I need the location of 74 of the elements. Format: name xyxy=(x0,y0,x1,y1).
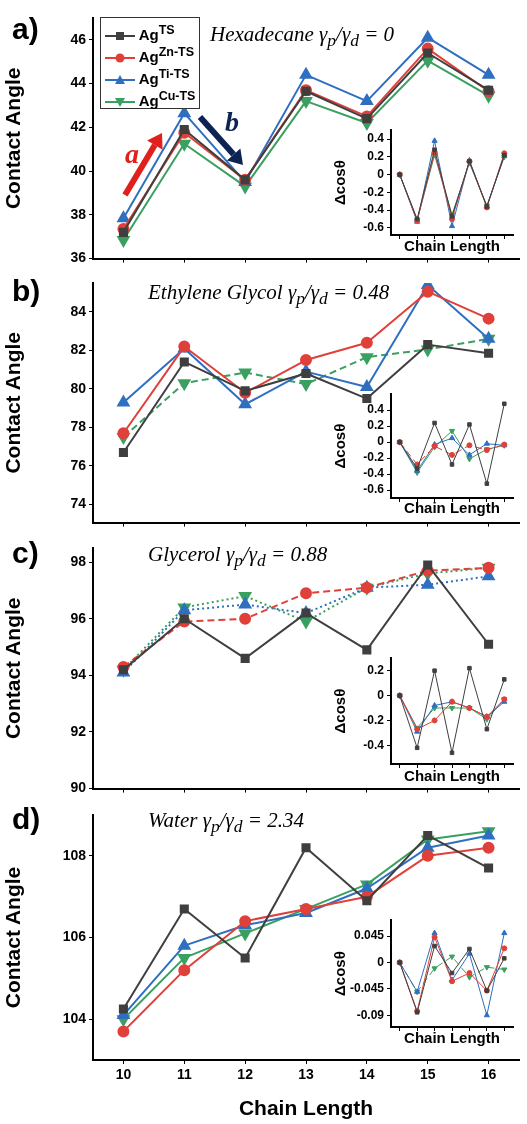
annotation: a xyxy=(125,138,139,169)
x-tick-label: 11 xyxy=(176,1066,192,1083)
y-tick-label: 82 xyxy=(70,341,87,358)
x-tick-label: 14 xyxy=(359,1066,375,1083)
y-tick-label: 84 xyxy=(70,302,87,319)
y-tick-label: 46 xyxy=(70,30,87,47)
chart-title: Hexadecane γ$_{p}$/γ$_{d}$ = 0 xyxy=(210,22,395,52)
y-tick-label: 40 xyxy=(70,161,87,178)
x-tick-label: 10 xyxy=(115,1066,132,1083)
y-tick-label: -0.6 xyxy=(363,220,385,235)
y-tick-label: -0.6 xyxy=(363,482,385,497)
legend-label: Ag$^{Ti-TS}$ xyxy=(138,67,190,87)
y-tick-label: -0.2 xyxy=(363,450,385,465)
y-tick-label: 76 xyxy=(70,456,87,473)
y-tick-label: 44 xyxy=(70,74,87,91)
y-tick-label: -0.09 xyxy=(356,1007,385,1022)
y-tick-label: -0.4 xyxy=(363,737,385,752)
y-tick-label: 92 xyxy=(70,722,87,739)
y-tick-label: 42 xyxy=(70,118,87,135)
y-tick-label: -0.2 xyxy=(363,184,385,199)
y-tick-label: 0 xyxy=(377,166,385,181)
y-tick-label: 38 xyxy=(70,205,87,222)
y-tick-label: -0.4 xyxy=(363,202,385,217)
y-tick-label: 80 xyxy=(70,379,87,396)
annotation: b xyxy=(225,106,239,137)
y-tick-label: 98 xyxy=(70,553,87,570)
y-axis-title: Δcosθ xyxy=(331,160,349,205)
text: a) xyxy=(12,12,39,45)
y-tick-label: -0.2 xyxy=(363,712,385,727)
text: d) xyxy=(12,802,41,835)
y-axis-title: Contact Angle xyxy=(1,597,25,740)
y-axis-title: Δcosθ xyxy=(331,688,349,734)
y-tick-label: -0.045 xyxy=(349,981,385,996)
y-tick-label: -0.4 xyxy=(363,466,385,481)
x-tick-label: 12 xyxy=(237,1066,254,1083)
x-tick-label: 16 xyxy=(480,1066,497,1083)
y-tick-label: 106 xyxy=(62,928,87,945)
y-tick-label: 0.4 xyxy=(367,402,385,417)
y-tick-label: 0.2 xyxy=(367,662,385,677)
y-tick-label: 78 xyxy=(70,418,87,435)
y-tick-label: 94 xyxy=(70,666,87,683)
x-axis-title: Chain Length xyxy=(404,237,500,255)
x-axis-title: Chain Length xyxy=(404,1029,500,1047)
y-axis-title: Contact Angle xyxy=(1,332,25,474)
y-tick-label: 0.2 xyxy=(367,418,385,433)
y-tick-label: 108 xyxy=(62,846,87,863)
y-tick-label: 0 xyxy=(377,954,385,969)
legend-label: Ag$^{Cu-TS}$ xyxy=(138,89,196,109)
x-axis-title: Chain Length xyxy=(404,499,500,517)
y-tick-label: 36 xyxy=(70,249,87,266)
y-tick-label: 104 xyxy=(62,1010,87,1027)
x-axis-title: Chain Length xyxy=(238,1096,374,1120)
y-tick-label: 90 xyxy=(70,779,87,796)
x-tick-label: 15 xyxy=(419,1066,436,1083)
y-tick-label: 0.4 xyxy=(367,131,385,146)
y-tick-label: 0.045 xyxy=(353,928,385,943)
chart-title: Glycerol γ$_{p}$/γ$_{d}$ = 0.88 xyxy=(148,542,328,572)
y-axis-title: Δcosθ xyxy=(331,951,349,996)
y-tick-label: 0.2 xyxy=(367,149,385,164)
y-axis-title: Δcosθ xyxy=(331,423,349,469)
legend-label: Ag$^{Zn-TS}$ xyxy=(138,45,195,65)
x-axis-title: Chain Length xyxy=(404,767,500,785)
y-axis-title: Contact Angle xyxy=(1,67,25,210)
legend-label: Ag$^{TS}$ xyxy=(138,23,175,43)
chart-title: Ethylene Glycol γ$_{p}$/γ$_{d}$ = 0.48 xyxy=(148,280,390,310)
text: c) xyxy=(12,536,39,569)
x-tick-label: 13 xyxy=(298,1066,314,1083)
chart-title: Water γ$_{p}$/γ$_{d}$ = 2.34 xyxy=(148,808,304,838)
y-axis-title: Contact Angle xyxy=(1,866,25,1009)
y-tick-label: 96 xyxy=(70,609,87,626)
y-tick-label: 74 xyxy=(70,495,87,512)
y-tick-label: 0 xyxy=(377,687,385,702)
text: b) xyxy=(12,274,41,307)
y-tick-label: 0 xyxy=(377,434,385,449)
